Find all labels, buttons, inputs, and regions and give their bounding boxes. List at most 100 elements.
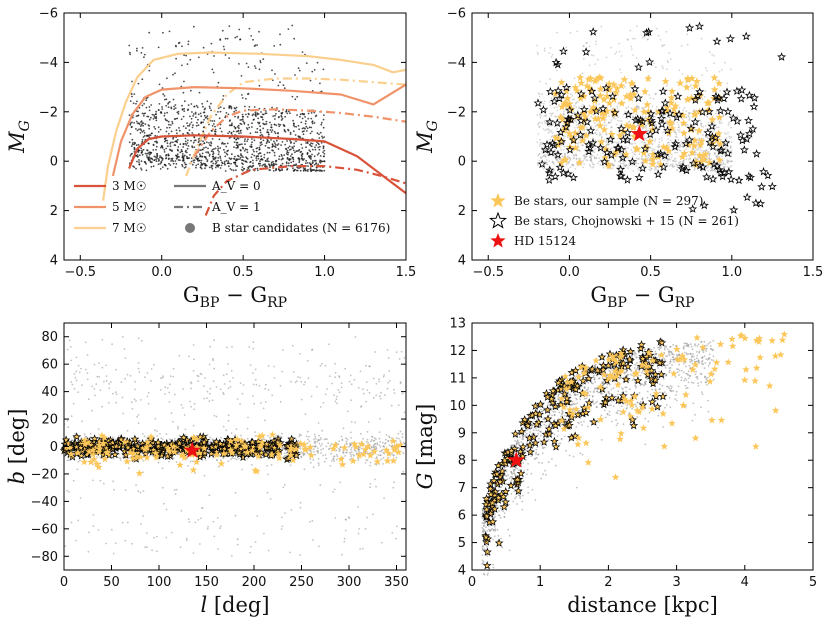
candidate-point: [96, 456, 98, 458]
candidate-point: [185, 144, 188, 146]
be-star-chojnowski: [695, 87, 705, 96]
candidate-point: [584, 153, 587, 156]
candidate-point: [236, 165, 239, 168]
candidate-point: [173, 144, 176, 147]
candidate-point: [655, 108, 658, 111]
candidate-point: [284, 115, 286, 118]
candidate-point: [319, 169, 321, 171]
candidate-point: [128, 141, 131, 144]
candidate-point: [237, 457, 240, 460]
candidate-point: [657, 146, 660, 149]
candidate-point: [357, 387, 360, 389]
candidate-point: [281, 169, 283, 172]
candidate-point: [73, 387, 76, 390]
candidate-point: [85, 436, 88, 438]
candidate-point: [242, 156, 244, 159]
candidate-point: [571, 163, 574, 166]
candidate-point: [565, 163, 568, 166]
be-star-sample: [715, 155, 724, 164]
candidate-point: [120, 381, 123, 383]
candidate-point: [567, 162, 569, 165]
be-star-chojnowski: [646, 109, 656, 118]
candidate-point: [638, 157, 640, 160]
candidate-point: [140, 167, 142, 170]
candidate-point: [246, 437, 249, 440]
candidate-point: [293, 122, 295, 125]
candidate-point: [153, 126, 156, 128]
candidate-point: [700, 149, 703, 152]
be-star-chojnowski: [712, 161, 722, 170]
candidate-point: [162, 31, 164, 34]
candidate-point: [327, 442, 330, 445]
candidate-point: [254, 434, 257, 437]
candidate-point: [140, 169, 143, 171]
candidate-point: [322, 447, 324, 450]
candidate-point: [620, 152, 622, 155]
candidate-point: [233, 110, 236, 113]
candidate-point: [549, 112, 552, 115]
candidate-point: [243, 123, 246, 125]
candidate-point: [605, 138, 608, 140]
candidate-point: [349, 444, 351, 447]
candidate-point: [655, 92, 657, 95]
candidate-point: [141, 140, 144, 143]
candidate-point: [365, 381, 368, 384]
candidate-point: [219, 38, 222, 41]
candidate-point: [166, 111, 169, 114]
candidate-point: [219, 127, 222, 130]
candidate-point: [548, 160, 551, 163]
candidate-point: [139, 125, 142, 127]
candidate-point: [563, 145, 566, 148]
candidate-point: [92, 525, 95, 527]
be-star-chojnowski: [545, 87, 555, 96]
candidate-point: [185, 127, 187, 130]
candidate-point: [191, 132, 194, 134]
candidate-point: [190, 387, 192, 390]
candidate-point: [192, 113, 195, 115]
be-star-sample: [584, 75, 593, 83]
be-star-sample: [704, 98, 713, 107]
candidate-point: [620, 71, 623, 74]
candidate-point: [340, 435, 343, 438]
candidate-point: [332, 490, 334, 493]
candidate-point: [143, 102, 146, 105]
candidate-point: [707, 166, 709, 169]
candidate-point: [254, 44, 257, 47]
candidate-point: [227, 160, 230, 163]
candidate-point: [223, 148, 225, 151]
candidate-point: [185, 539, 188, 541]
candidate-point: [177, 427, 180, 430]
candidate-point: [539, 116, 542, 119]
candidate-point: [629, 29, 632, 32]
candidate-point: [539, 142, 542, 144]
candidate-point: [200, 161, 202, 164]
be-star-sample: [603, 160, 612, 168]
candidate-point: [159, 389, 162, 391]
candidate-point: [239, 156, 242, 159]
candidate-point: [203, 108, 206, 111]
be-star-chojnowski: [600, 157, 609, 166]
candidate-point: [314, 146, 316, 149]
candidate-point: [630, 45, 633, 48]
candidate-point: [223, 48, 226, 51]
candidate-point: [387, 440, 390, 443]
be-star-chojnowski: [554, 93, 564, 103]
candidate-point: [678, 163, 680, 165]
candidate-point: [222, 95, 225, 97]
candidate-point: [563, 142, 566, 144]
candidate-point: [382, 463, 384, 465]
be-star-chojnowski: [644, 27, 654, 36]
candidate-point: [150, 165, 153, 168]
candidate-point: [584, 155, 587, 158]
candidate-point: [536, 51, 539, 54]
candidate-point: [708, 152, 711, 155]
candidate-point: [605, 56, 608, 59]
candidate-point: [263, 419, 266, 422]
be-star-chojnowski: [737, 85, 747, 94]
candidate-point: [166, 77, 168, 80]
be-star-chojnowski: [550, 171, 560, 181]
candidate-point: [555, 158, 557, 160]
candidate-point: [700, 170, 703, 172]
be-star-sample: [700, 155, 709, 164]
candidate-point: [247, 416, 249, 419]
